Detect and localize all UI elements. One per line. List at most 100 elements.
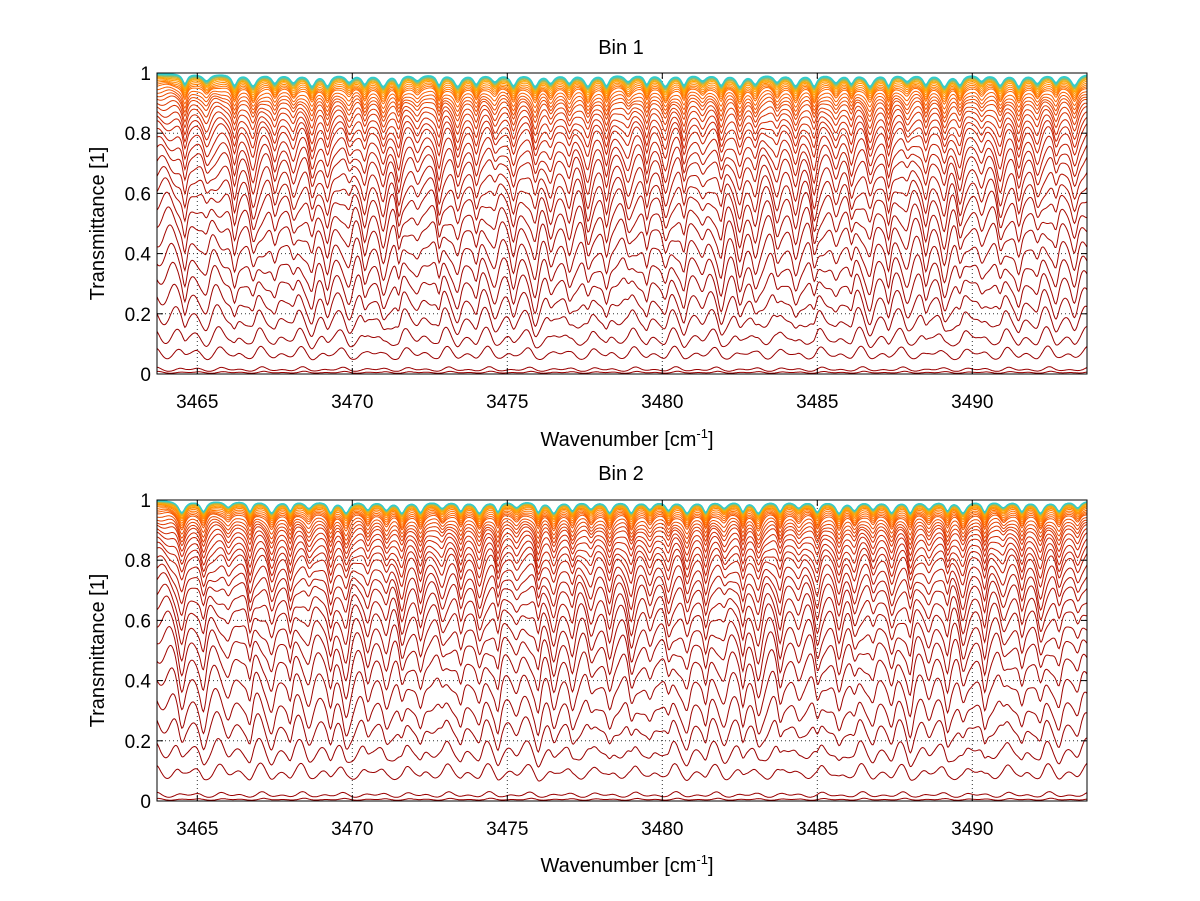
- plot-frame: [156, 72, 1088, 375]
- series-line: [156, 797, 1088, 801]
- y-axis-label: Transmittance [1]: [87, 147, 109, 301]
- series-line: [156, 503, 1088, 520]
- x-ticks: 3465 3470 3475 3480 3485 3490: [176, 73, 993, 413]
- series-line: [156, 78, 1088, 96]
- x-tick-label: 3490: [951, 392, 993, 413]
- series-line: [156, 206, 1088, 267]
- series-line: [156, 507, 1088, 526]
- series-line: [156, 166, 1088, 223]
- grid: [157, 73, 1087, 374]
- series-line: [156, 242, 1088, 299]
- y-tick-label: 0: [140, 365, 151, 386]
- series-line: [156, 515, 1088, 537]
- series-line: [156, 531, 1088, 563]
- series-line: [156, 95, 1088, 124]
- series-line: [156, 345, 1088, 361]
- series-line: [156, 177, 1088, 234]
- series-line: [156, 144, 1088, 197]
- series-line: [156, 83, 1088, 105]
- y-tick-label: 0.6: [125, 611, 151, 632]
- series-line: [157, 501, 1088, 517]
- x-tick-label: 3480: [641, 392, 683, 413]
- y-axis-label: Transmittance [1]: [87, 574, 109, 728]
- series-line: [156, 82, 1088, 103]
- series-line: [156, 92, 1088, 119]
- y-tick-label: 0.8: [125, 551, 151, 572]
- series-line: [156, 521, 1088, 546]
- x-tick-label: 3480: [641, 819, 683, 840]
- x-axis-label-superscript: -1: [696, 852, 708, 867]
- series-line: [157, 89, 1087, 115]
- y-ticks: 0 0.2 0.4 0.6 0.8 1: [125, 491, 1087, 813]
- x-tick-label: 3475: [486, 819, 528, 840]
- series-line: [157, 512, 1088, 532]
- series-line: [156, 583, 1088, 637]
- series-line: [156, 644, 1088, 700]
- series-line: [156, 711, 1088, 754]
- x-axis-label: Wavenumber [cm-1]: [540, 426, 713, 451]
- series-line: [156, 610, 1088, 665]
- x-tick-label: 3465: [176, 819, 218, 840]
- plot-frame: [156, 499, 1088, 802]
- series-line: [156, 304, 1088, 338]
- x-tick-label: 3470: [331, 392, 373, 413]
- series-line: [156, 524, 1088, 551]
- chart-bin-2: Bin 2 3465 3470 3475 3480 3485 3490 0 0.2 0.4 0.…: [87, 463, 1088, 877]
- series-line: [157, 504, 1088, 522]
- series-line: [156, 120, 1088, 160]
- chart-bin-1: Bin 1 3465 3470 3475 3480 3485 3490 0 0.2 0.4 0.…: [87, 37, 1088, 451]
- series-line: [156, 135, 1088, 185]
- series-line: [156, 536, 1088, 571]
- series-line: [156, 664, 1088, 719]
- series-line: [156, 625, 1088, 682]
- y-tick-label: 0.2: [125, 305, 151, 326]
- series-lines: [156, 73, 1088, 374]
- series-line: [156, 77, 1088, 94]
- series-line: [156, 80, 1088, 101]
- series-line: [156, 510, 1088, 530]
- series-line: [156, 100, 1088, 131]
- series-line: [156, 508, 1088, 528]
- y-tick-label: 0.8: [125, 124, 151, 145]
- series-lines: [156, 500, 1088, 801]
- y-tick-label: 0: [140, 792, 151, 813]
- x-tick-label: 3485: [796, 392, 838, 413]
- series-line: [157, 500, 1088, 514]
- series-line: [157, 128, 1088, 172]
- series-line: [156, 505, 1088, 523]
- series-line: [156, 191, 1088, 251]
- y-tick-label: 1: [140, 64, 151, 85]
- series-line: [156, 86, 1088, 110]
- series-line: [156, 518, 1088, 542]
- x-tick-label: 3490: [951, 819, 993, 840]
- series-line: [156, 283, 1088, 328]
- series-line: [156, 687, 1088, 739]
- x-axis-label: Wavenumber [cm-1]: [540, 852, 713, 877]
- series-line: [156, 75, 1088, 91]
- series-line: [156, 737, 1088, 768]
- series-line: [156, 261, 1088, 315]
- series-line: [156, 74, 1088, 90]
- x-tick-label: 3465: [176, 392, 218, 413]
- series-line: [156, 115, 1088, 153]
- series-line: [157, 73, 1088, 88]
- series-line: [156, 366, 1088, 372]
- y-tick-label: 0.4: [125, 245, 152, 266]
- series-line: [156, 791, 1088, 798]
- series-line: [156, 572, 1088, 623]
- y-tick-label: 0.2: [125, 732, 151, 753]
- series-line: [156, 546, 1088, 588]
- series-line: [156, 370, 1088, 374]
- x-tick-label: 3470: [331, 819, 373, 840]
- series-line: [156, 563, 1088, 613]
- series-line: [156, 528, 1088, 557]
- series-line: [156, 111, 1088, 145]
- series-line: [156, 595, 1087, 650]
- x-tick-label: 3485: [796, 819, 838, 840]
- x-axis-label-superscript: -1: [696, 426, 708, 441]
- series-line: [156, 541, 1088, 579]
- chart-title: Bin 2: [598, 463, 644, 485]
- series-line: [156, 555, 1088, 601]
- y-tick-label: 1: [140, 491, 151, 512]
